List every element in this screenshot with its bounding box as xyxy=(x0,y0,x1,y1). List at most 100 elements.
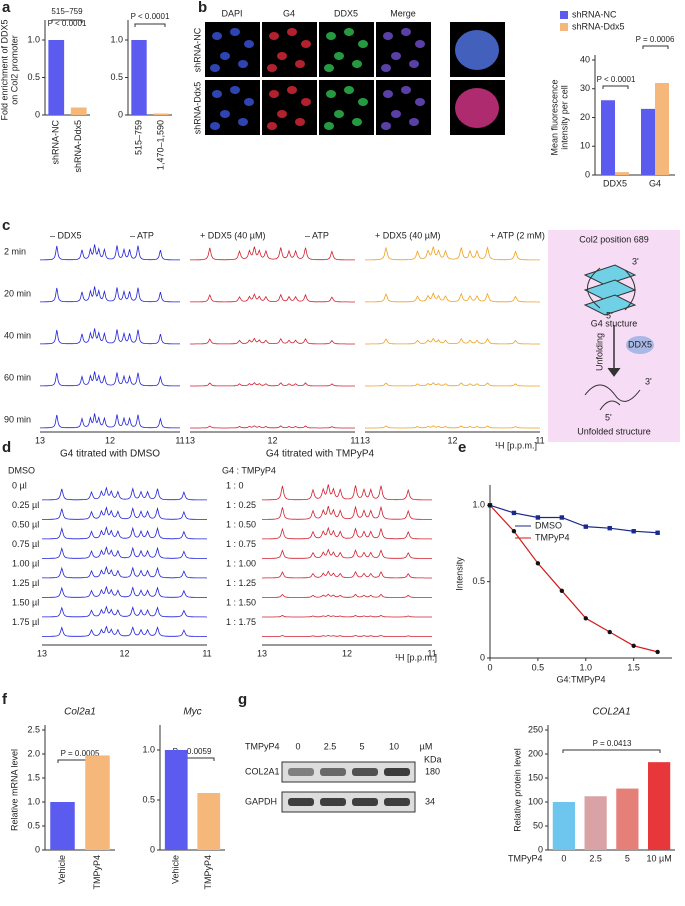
bar xyxy=(85,755,110,850)
titration-label: 1 : 0.25 xyxy=(226,500,256,510)
legend-label: DMSO xyxy=(535,520,562,530)
x-tick-label: DDX5 xyxy=(603,178,627,188)
band xyxy=(288,768,314,776)
titration-label: 1.75 µl xyxy=(12,617,39,627)
nucleus xyxy=(391,110,401,118)
section-header: G4 titrated with DMSO xyxy=(60,449,160,460)
diagram-text: 5' xyxy=(606,310,613,320)
x-tick-label: 1,470–1,590 xyxy=(155,120,165,170)
spectrum xyxy=(42,585,207,598)
titration-label: 1.50 µl xyxy=(12,597,39,607)
titration-label: 1 : 0.75 xyxy=(226,539,256,549)
time-label: 40 min xyxy=(4,330,31,340)
bracket xyxy=(642,45,669,49)
panel-label: g xyxy=(238,691,247,708)
nucleus xyxy=(267,64,277,72)
nucleus xyxy=(324,64,334,72)
row-label: shRNA-Ddx5 xyxy=(192,82,202,135)
x-axis-label: G4:TMPyP4 xyxy=(556,674,605,684)
nucleus xyxy=(210,64,220,72)
nucleus xyxy=(415,98,425,106)
nucleus xyxy=(334,52,344,60)
band xyxy=(384,798,410,806)
y-tick-label: 50 xyxy=(533,820,543,830)
legend-swatch xyxy=(560,23,568,31)
bracket xyxy=(134,23,166,27)
diagram-text: Unfolding xyxy=(594,333,604,371)
bar xyxy=(616,788,639,850)
point xyxy=(559,515,565,520)
y-tick-label: 100 xyxy=(528,796,543,806)
bar xyxy=(70,107,87,115)
bracket xyxy=(602,85,629,89)
x-tick-label: Vehicle xyxy=(171,855,181,884)
titration-label: 1 : 0 xyxy=(226,480,244,490)
spectrum xyxy=(42,486,207,501)
point xyxy=(511,529,517,534)
spectrum xyxy=(40,244,180,261)
x-tick-label: 1.5 xyxy=(627,662,640,672)
spectrum xyxy=(40,413,180,429)
bar xyxy=(197,793,221,850)
annotation: P < 0.0001 xyxy=(48,19,87,28)
titration-label: 0.25 µl xyxy=(12,500,39,510)
point xyxy=(487,503,493,508)
nucleus xyxy=(212,90,222,98)
y-tick-label: 1.5 xyxy=(27,772,40,782)
band xyxy=(320,798,346,806)
dose-label: 5 xyxy=(359,741,364,751)
point xyxy=(631,643,636,648)
nucleus-zoom xyxy=(455,30,499,70)
channel-label: Merge xyxy=(390,8,416,18)
bracket xyxy=(51,19,83,23)
chart-title: Myc xyxy=(183,707,201,718)
spectrum xyxy=(40,371,180,387)
y-tick-label: 40 xyxy=(580,54,590,64)
ppm-tick: 11 xyxy=(175,435,184,445)
spectrum xyxy=(190,425,355,429)
bar xyxy=(48,40,65,115)
spectrum xyxy=(262,548,432,559)
nucleus xyxy=(277,52,287,60)
nucleus xyxy=(324,122,334,130)
nucleus xyxy=(244,98,254,106)
blot xyxy=(281,761,416,783)
y-tick-label: 0.5 xyxy=(142,794,155,804)
x-tick-label: 5 xyxy=(625,853,630,863)
spectrum xyxy=(365,291,540,303)
ppm-tick: 13 xyxy=(37,648,47,658)
titration-label: 1 : 1.00 xyxy=(226,558,256,568)
annotation: P < 0.0001 xyxy=(597,75,636,84)
time-label: 2 min xyxy=(4,246,26,256)
point xyxy=(655,649,660,655)
spectrum xyxy=(42,545,207,559)
bar xyxy=(164,750,188,850)
annotation: P < 0.0001 xyxy=(131,12,170,21)
section-title: DMSO xyxy=(8,465,35,475)
condition-label: – DDX5 xyxy=(50,230,82,240)
spectrum xyxy=(42,506,208,520)
spectrum xyxy=(262,570,432,579)
nucleus xyxy=(295,60,305,68)
point xyxy=(655,530,660,535)
channel-label: DAPI xyxy=(221,8,242,18)
nucleus xyxy=(383,32,393,40)
y-tick-label: 1.0 xyxy=(27,796,40,806)
nucleus xyxy=(409,118,419,126)
y-tick-label: 1.0 xyxy=(110,34,123,44)
spectrum xyxy=(190,382,355,387)
spectrum xyxy=(40,328,180,345)
bar xyxy=(655,83,669,175)
diagram-text: DDX5 xyxy=(628,339,652,349)
nucleus xyxy=(334,110,344,118)
nucleus xyxy=(409,60,419,68)
nucleus xyxy=(358,98,368,106)
condition-label: + ATP (2 mM) xyxy=(490,230,545,240)
ppm-tick: 12 xyxy=(447,435,457,445)
y-tick-label: 0.5 xyxy=(110,72,123,82)
nucleus xyxy=(238,118,248,126)
nucleus xyxy=(401,86,411,94)
y-tick-label: 150 xyxy=(528,772,543,782)
chart-title: Col2a1 xyxy=(64,707,96,718)
y-tick-label: 200 xyxy=(528,748,543,758)
